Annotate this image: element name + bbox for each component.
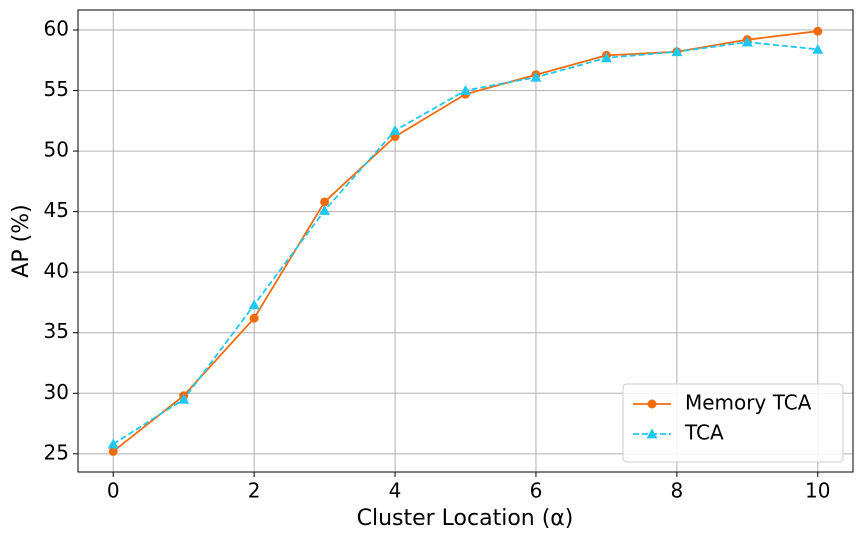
marker (319, 204, 331, 215)
marker (460, 85, 471, 95)
marker (812, 43, 824, 54)
marker (813, 26, 823, 36)
marker (249, 313, 259, 323)
x-tick-label: 2 (248, 479, 261, 503)
y-tick-label: 30 (44, 380, 69, 404)
marker (320, 197, 330, 207)
marker (248, 299, 260, 310)
y-tick-label: 25 (44, 440, 69, 464)
legend-label: Memory TCA (685, 391, 812, 415)
y-tick-label: 60 (44, 16, 69, 40)
legend-marker (646, 428, 658, 439)
y-tick-label: 55 (44, 77, 69, 101)
marker (741, 36, 753, 47)
y-tick-label: 35 (44, 319, 69, 343)
y-axis-label: AP (%) (9, 204, 34, 277)
marker (178, 393, 190, 404)
legend-label: TCA (684, 421, 724, 445)
marker (671, 46, 683, 57)
marker (530, 71, 542, 82)
legend-marker (647, 399, 657, 409)
x-tick-label: 4 (389, 479, 402, 503)
marker (600, 52, 612, 63)
marker (108, 446, 118, 456)
y-tick-label: 45 (44, 198, 69, 222)
marker (389, 124, 401, 135)
legend-box (622, 383, 844, 463)
marker (107, 438, 119, 449)
y-tick-label: 40 (44, 259, 69, 283)
x-tick-label: 6 (530, 479, 543, 503)
plot-frame (77, 9, 854, 473)
x-tick-label: 0 (107, 479, 120, 503)
x-tick-label: 8 (670, 479, 683, 503)
y-tick-label: 50 (44, 138, 69, 162)
x-tick-label: 10 (805, 479, 830, 503)
x-axis-label: Cluster Location (α) (357, 506, 574, 531)
